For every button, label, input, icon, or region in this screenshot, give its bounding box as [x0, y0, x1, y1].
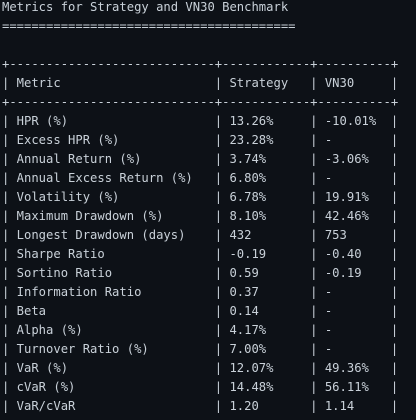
table-row-hpr: | HPR (%) | 13.26% | -10.01% |: [2, 114, 399, 128]
table-row-alpha: | Alpha (%) | 4.17% | - |: [2, 323, 399, 337]
table-row-information-ratio: | Information Ratio | 0.37 | - |: [2, 285, 399, 299]
table-row-annual-excess-return: | Annual Excess Return (%) | 6.80% | - |: [2, 171, 399, 185]
table-row-volatility: | Volatility (%) | 6.78% | 19.91% |: [2, 190, 399, 204]
table-row-sortino-ratio: | Sortino Ratio | 0.59 | -0.19 |: [2, 266, 399, 280]
table-border-mid: +----------------------------+----------…: [2, 95, 399, 109]
table-row-beta: | Beta | 0.14 | - |: [2, 304, 399, 318]
table-border-top: +----------------------------+----------…: [2, 57, 399, 71]
table-row-var: | VaR (%) | 12.07% | 49.36% |: [2, 361, 399, 375]
table-row-sharpe-ratio: | Sharpe Ratio | -0.19 | -0.40 |: [2, 247, 399, 261]
metrics-title: Metrics for Strategy and VN30 Benchmark: [2, 0, 289, 14]
table-row-excess-hpr: | Excess HPR (%) | 23.28% | - |: [2, 133, 399, 147]
table-spacer: [2, 36, 416, 55]
table-row-longest-drawdown: | Longest Drawdown (days) | 432 | 753 |: [2, 228, 399, 242]
table-row-turnover-ratio: | Turnover Ratio (%) | 7.00% | - |: [2, 342, 399, 356]
title-underline: ========================================: [2, 19, 296, 33]
table-row-cvar: | cVaR (%) | 14.48% | 56.11% |: [2, 380, 399, 394]
table-header-row: | Metric | Strategy | VN30 |: [2, 76, 399, 90]
table-row-annual-return: | Annual Return (%) | 3.74% | -3.06% |: [2, 152, 399, 166]
table-row-maximum-drawdown: | Maximum Drawdown (%) | 8.10% | 42.46% …: [2, 209, 399, 223]
table-row-var-cvar: | VaR/cVaR | 1.20 | 1.14 |: [2, 399, 399, 413]
table-border-bottom: +----------------------------+----------…: [2, 416, 416, 420]
